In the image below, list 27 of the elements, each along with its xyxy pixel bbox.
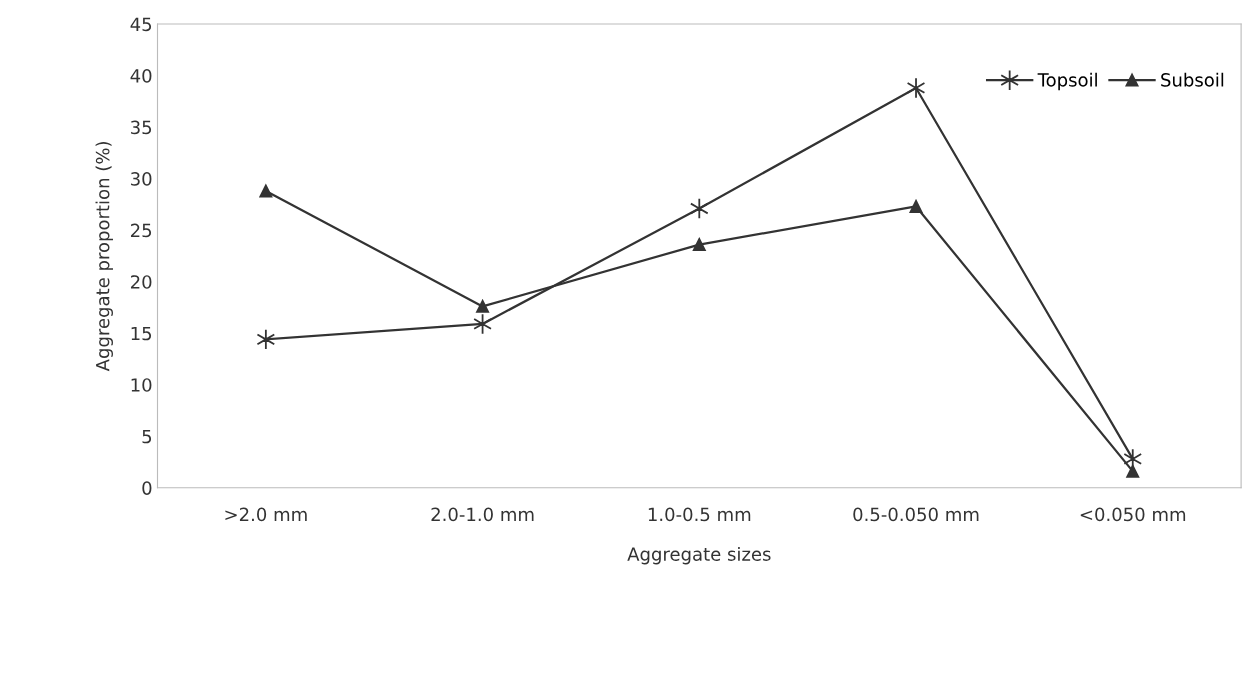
y-axis-title: Aggregate proportion (%) bbox=[95, 142, 113, 372]
point bbox=[689, 197, 709, 220]
legend-label: Subsoil bbox=[1161, 72, 1224, 87]
y-tick-label: 30 bbox=[131, 172, 152, 186]
point bbox=[1126, 464, 1140, 478]
point bbox=[256, 328, 276, 351]
point bbox=[906, 77, 926, 99]
y-tick-label: 45 bbox=[130, 17, 152, 32]
point bbox=[909, 199, 923, 213]
x-tick-label: 1.0-0.5 mm bbox=[648, 507, 751, 522]
x-tick-label: 2.0-1.0 mm bbox=[431, 507, 534, 522]
y-tick-label: 40 bbox=[130, 69, 152, 83]
x-axis-title: Aggregate sizes bbox=[627, 546, 771, 565]
x-tick-label: <0.050 mm bbox=[1080, 507, 1186, 522]
y-tick-label: 5 bbox=[142, 429, 152, 444]
point bbox=[259, 184, 273, 198]
y-tick-label: 15 bbox=[131, 326, 152, 341]
point bbox=[476, 299, 490, 313]
y-tick-label: 25 bbox=[130, 223, 152, 238]
y-tick-label: 0 bbox=[142, 481, 152, 495]
x-tick-label: >2.0 mm bbox=[225, 507, 307, 522]
point bbox=[692, 238, 706, 252]
legend-label: Topsoil bbox=[1037, 72, 1097, 91]
y-tick-label: 10 bbox=[131, 378, 152, 392]
y-tick-label: 35 bbox=[131, 120, 152, 135]
x-tick-label: 0.5-0.050 mm bbox=[853, 507, 979, 522]
y-tick-label: 20 bbox=[130, 275, 152, 289]
